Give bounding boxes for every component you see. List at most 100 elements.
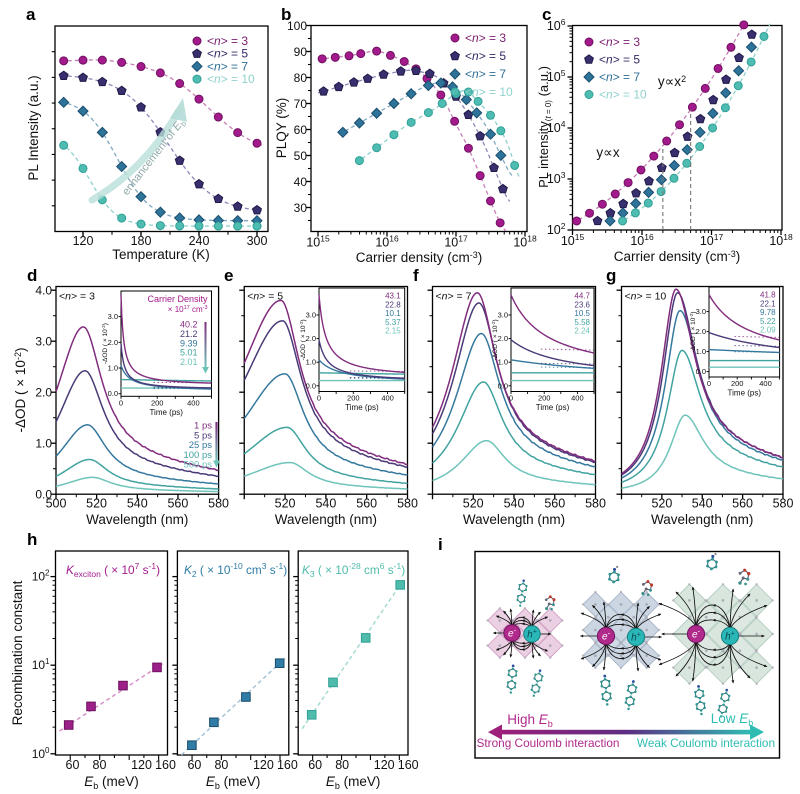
- svg-text:h: h: [27, 530, 37, 549]
- svg-text:0: 0: [119, 398, 123, 407]
- svg-text:Eb (meV): Eb (meV): [84, 774, 139, 791]
- svg-text:h+: h+: [631, 632, 641, 644]
- svg-text:<n> = 7: <n> = 7: [207, 59, 248, 73]
- svg-text:40: 40: [294, 175, 308, 189]
- svg-text:Strong Coulomb interaction: Strong Coulomb interaction: [477, 736, 620, 750]
- svg-text:2.15: 2.15: [385, 327, 401, 336]
- svg-text:400: 400: [571, 394, 584, 403]
- svg-text:9.39: 9.39: [180, 338, 198, 348]
- svg-text:<n> = 10: <n> = 10: [207, 72, 255, 86]
- svg-text:Eb (meV): Eb (meV): [206, 774, 261, 791]
- svg-text:y∝x: y∝x: [596, 145, 619, 160]
- svg-text:PLQY (%): PLQY (%): [274, 98, 289, 159]
- svg-text:e: e: [224, 266, 233, 285]
- svg-text:0: 0: [707, 379, 711, 388]
- svg-text:1.0: 1.0: [498, 358, 508, 367]
- svg-text:Low Eb: Low Eb: [711, 711, 754, 728]
- svg-text:e-: e-: [508, 628, 517, 640]
- svg-text:5.37: 5.37: [385, 318, 401, 327]
- svg-text:160: 160: [398, 758, 419, 772]
- svg-text:<n> = 10: <n> = 10: [465, 85, 513, 99]
- svg-text:1 ps: 1 ps: [194, 421, 212, 432]
- svg-text:y∝x2: y∝x2: [658, 74, 686, 89]
- svg-text:44.7: 44.7: [574, 292, 590, 301]
- svg-text:4.0: 4.0: [35, 284, 52, 298]
- svg-text:100: 100: [287, 19, 307, 33]
- svg-text:Wavelength (nm): Wavelength (nm): [86, 512, 188, 527]
- svg-text:<n> = 7: <n> = 7: [599, 70, 640, 84]
- svg-text:43.1: 43.1: [385, 292, 401, 301]
- svg-text:10.1: 10.1: [385, 309, 401, 318]
- svg-text:25 ps: 25 ps: [189, 440, 212, 451]
- svg-text:500: 500: [46, 497, 67, 511]
- svg-text:5 ps: 5 ps: [194, 430, 212, 441]
- svg-text:<n> = 5: <n> = 5: [247, 291, 283, 303]
- svg-text:5.01: 5.01: [180, 348, 198, 358]
- svg-text:540: 540: [504, 497, 525, 511]
- svg-text:d: d: [27, 266, 37, 285]
- svg-text:21.2: 21.2: [180, 329, 198, 339]
- svg-text:560: 560: [732, 497, 753, 511]
- svg-text:Carrier Density: Carrier Density: [147, 294, 208, 304]
- svg-text:0: 0: [317, 394, 321, 403]
- svg-text:1.0: 1.0: [108, 364, 118, 373]
- svg-text:2.0: 2.0: [696, 327, 706, 336]
- svg-text:b: b: [281, 5, 291, 24]
- svg-text:40.2: 40.2: [180, 320, 198, 330]
- svg-text:<n> = 5: <n> = 5: [207, 47, 248, 61]
- svg-text:100 ps: 100 ps: [183, 450, 212, 461]
- svg-text:PL intensity(t = 0) (a.u.): PL intensity(t = 0) (a.u.): [536, 66, 553, 188]
- svg-text:<n> = 7: <n> = 7: [436, 291, 472, 303]
- svg-text:<n> = 3: <n> = 3: [59, 291, 95, 303]
- svg-text:560: 560: [544, 497, 565, 511]
- svg-text:PL Intensity (a.u.): PL Intensity (a.u.): [26, 75, 41, 180]
- svg-text:3.0: 3.0: [35, 335, 52, 349]
- svg-text:Carrier density (cm-3): Carrier density (cm-3): [614, 249, 741, 264]
- svg-text:2.24: 2.24: [574, 327, 590, 336]
- svg-text:0.0: 0.0: [35, 488, 52, 502]
- svg-text:200: 200: [538, 394, 551, 403]
- svg-text:180: 180: [131, 234, 152, 248]
- svg-text:Carrier density (cm-3): Carrier density (cm-3): [356, 250, 483, 265]
- svg-text:3.0: 3.0: [306, 311, 316, 320]
- svg-text:<n> = 3: <n> = 3: [207, 34, 248, 48]
- svg-text:Weak Coulomb interaction: Weak Coulomb interaction: [637, 736, 775, 750]
- svg-text:Time (ps): Time (ps): [728, 389, 762, 398]
- svg-text:Eb (meV): Eb (meV): [326, 774, 381, 791]
- svg-text:580: 580: [397, 497, 418, 511]
- svg-text:520: 520: [651, 497, 672, 511]
- svg-text:240: 240: [189, 234, 210, 248]
- svg-text:41.8: 41.8: [760, 291, 776, 300]
- svg-text:<n> = 5: <n> = 5: [599, 53, 640, 67]
- svg-text:× 1017 cm-3: × 1017 cm-3: [168, 305, 208, 314]
- svg-text:3.0: 3.0: [108, 312, 118, 321]
- svg-text:1.0: 1.0: [696, 347, 706, 356]
- svg-text:200: 200: [731, 379, 744, 388]
- svg-text:22.8: 22.8: [385, 300, 401, 309]
- svg-text:60: 60: [187, 758, 201, 772]
- svg-text:120: 120: [131, 758, 152, 772]
- svg-text:60: 60: [66, 758, 80, 772]
- svg-text:500 ps: 500 ps: [183, 460, 212, 471]
- svg-text:i: i: [438, 535, 443, 554]
- svg-text:200: 200: [151, 398, 164, 407]
- svg-text:<n> = 5: <n> = 5: [465, 49, 506, 63]
- svg-text:580: 580: [585, 497, 606, 511]
- svg-text:<n> = 7: <n> = 7: [465, 67, 506, 81]
- svg-text:0.0: 0.0: [498, 381, 508, 390]
- svg-text:Wavelength (nm): Wavelength (nm): [463, 512, 565, 527]
- svg-text:<n> = 3: <n> = 3: [465, 31, 506, 45]
- svg-text:22.1: 22.1: [760, 299, 776, 308]
- svg-text:2.09: 2.09: [760, 326, 776, 335]
- svg-text:<n> = 3: <n> = 3: [599, 35, 640, 49]
- svg-text:1.0: 1.0: [306, 358, 316, 367]
- svg-text:60: 60: [308, 758, 322, 772]
- svg-text:580: 580: [773, 497, 794, 511]
- svg-text:300: 300: [247, 234, 268, 248]
- svg-text:160: 160: [155, 758, 176, 772]
- svg-text:540: 540: [127, 497, 148, 511]
- svg-text:e-: e-: [692, 629, 701, 641]
- svg-text:-ΔOD ( × 10-2): -ΔOD ( × 10-2): [689, 311, 697, 352]
- svg-text:2.0: 2.0: [35, 386, 52, 400]
- svg-text:520: 520: [86, 497, 107, 511]
